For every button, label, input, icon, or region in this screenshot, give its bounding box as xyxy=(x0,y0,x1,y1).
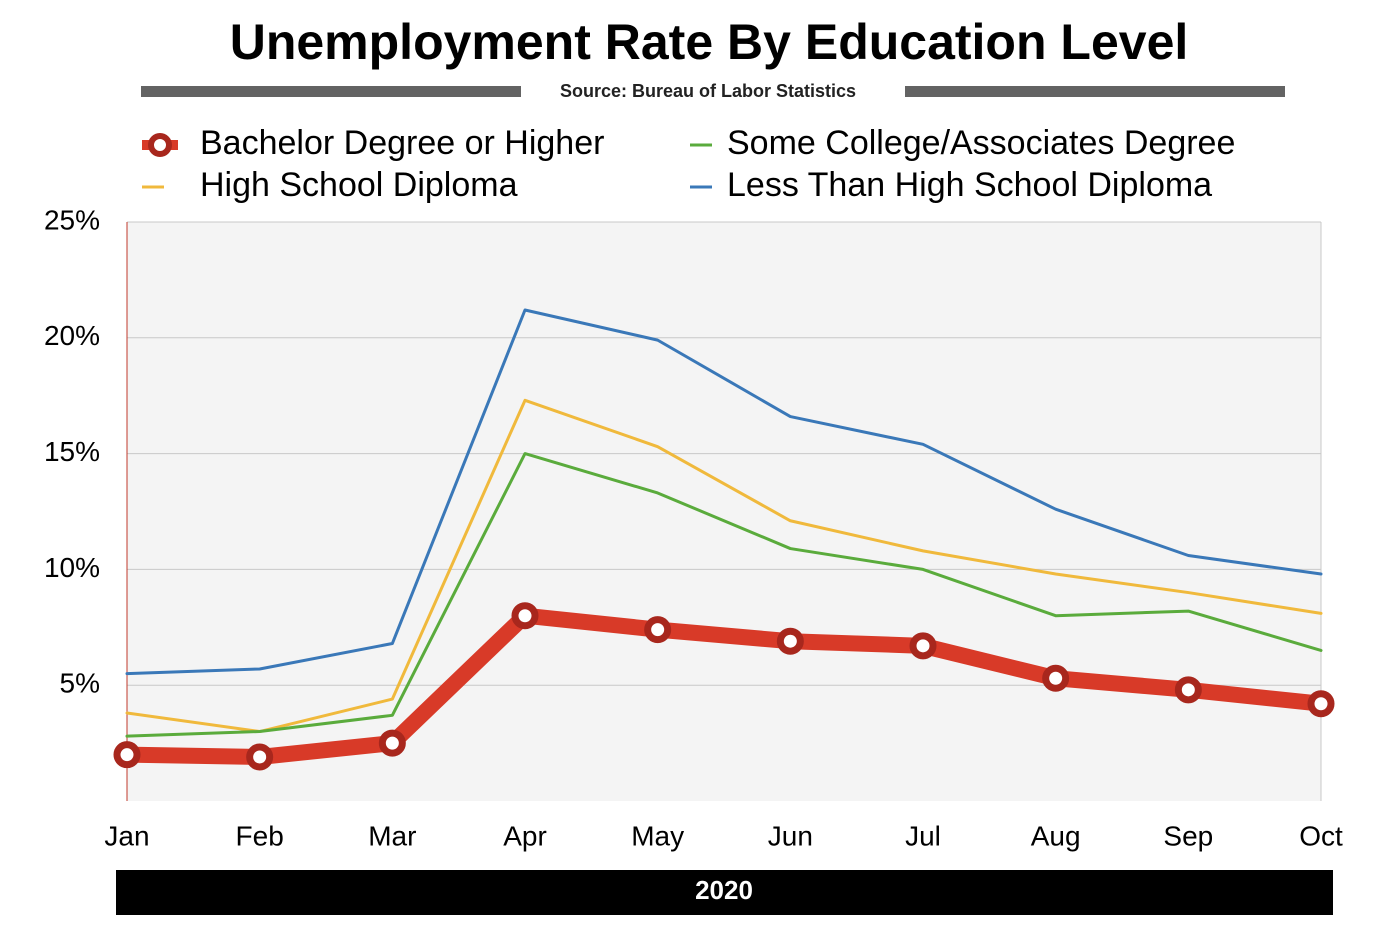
data-point xyxy=(511,602,539,630)
y-tick-label: 5% xyxy=(60,668,100,699)
data-point xyxy=(776,627,804,655)
data-point xyxy=(378,729,406,757)
legend-label: Some College/Associates Degree xyxy=(727,124,1235,162)
plot-area xyxy=(127,222,1321,801)
x-tick-label: Jan xyxy=(104,820,149,851)
y-tick-label: 15% xyxy=(44,436,100,467)
x-tick-label: Oct xyxy=(1299,820,1343,851)
series-line xyxy=(125,398,1323,734)
y-tick-label: 20% xyxy=(44,320,100,351)
legend-marker xyxy=(148,133,172,157)
x-group-bar xyxy=(116,870,1333,915)
legend-label: Bachelor Degree or Higher xyxy=(200,124,604,162)
x-tick-label: Jun xyxy=(768,820,813,851)
data-point xyxy=(644,616,672,644)
chart-subtitle: Source: Bureau of Labor Statistics xyxy=(560,81,856,101)
data-point xyxy=(246,743,274,771)
data-point xyxy=(909,632,937,660)
legend-label: High School Diploma xyxy=(200,166,518,204)
x-tick-label: Mar xyxy=(368,820,416,851)
x-tick-label: Aug xyxy=(1031,820,1081,851)
y-tick-label: 10% xyxy=(44,552,100,583)
legend-label: Less Than High School Diploma xyxy=(727,166,1212,204)
data-point xyxy=(1042,664,1070,692)
x-axis-label: 2020 xyxy=(695,875,753,905)
data-point xyxy=(113,741,141,769)
chart-title: Unemployment Rate By Education Level xyxy=(230,14,1189,70)
subtitle-rule xyxy=(905,86,1285,97)
series-line xyxy=(125,452,1323,738)
x-tick-label: May xyxy=(631,820,684,851)
y-tick-label: 25% xyxy=(44,204,100,235)
x-tick-label: Apr xyxy=(503,820,547,851)
series-line xyxy=(119,607,1329,765)
subtitle-rule xyxy=(141,86,521,97)
x-tick-label: Sep xyxy=(1163,820,1213,851)
series-line xyxy=(125,308,1323,676)
data-point xyxy=(1307,690,1335,718)
x-tick-label: Feb xyxy=(236,820,284,851)
data-point xyxy=(1174,676,1202,704)
x-tick-label: Jul xyxy=(905,820,941,851)
